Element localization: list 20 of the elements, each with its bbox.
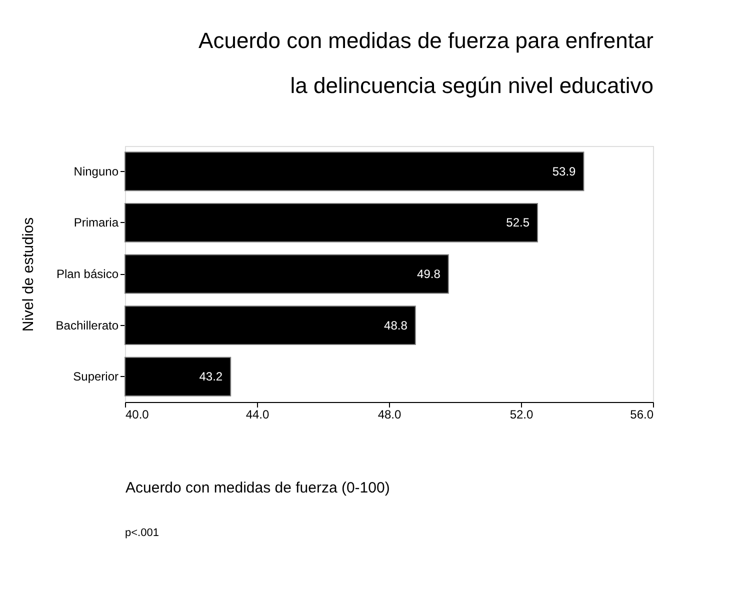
x-tick-label: 52.0: [510, 408, 534, 422]
x-tick-label: 44.0: [246, 408, 270, 422]
y-tick-label: Primaria: [74, 216, 119, 230]
y-tick-label: Plan básico: [56, 267, 119, 281]
x-tick-label: 48.0: [378, 408, 402, 422]
data-label: 53.9: [552, 164, 576, 178]
data-label: 49.8: [417, 267, 441, 281]
data-label: 43.2: [199, 370, 223, 384]
x-tick-label: 40.0: [126, 408, 150, 422]
text: p<.001: [125, 527, 159, 539]
y-tick-label: Superior: [73, 370, 118, 384]
y-tick-label: Bachillerato: [56, 318, 119, 332]
y-axis-title: Nivel de estudios: [20, 217, 37, 332]
y-tick-label: Ninguno: [74, 164, 119, 178]
x-tick-label: 56.0: [630, 408, 654, 422]
data-label: 52.5: [506, 216, 530, 230]
text: la delincuencia según nivel educativo: [290, 73, 654, 98]
x-axis-title: Acuerdo con medidas de fuerza (0-100): [126, 480, 390, 496]
text: Acuerdo con medidas de fuerza para enfrentar: [198, 28, 654, 53]
data-label: 48.8: [384, 318, 408, 332]
